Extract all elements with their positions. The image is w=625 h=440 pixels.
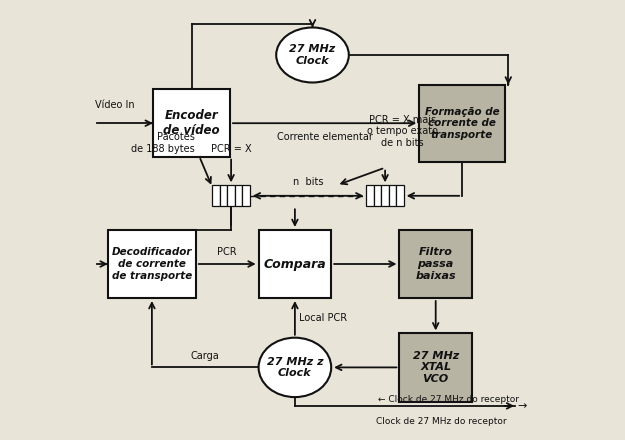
Bar (153, 89, 230, 158)
Text: Local PCR: Local PCR (299, 313, 348, 323)
Text: Corrente elementar: Corrente elementar (277, 132, 372, 142)
Text: Carga: Carga (191, 351, 219, 361)
Text: 27 MHz z
Clock: 27 MHz z Clock (267, 356, 323, 378)
Ellipse shape (276, 27, 349, 83)
Ellipse shape (259, 338, 331, 397)
Text: →: → (517, 401, 526, 411)
Bar (108, 230, 196, 298)
Bar (235, 185, 242, 206)
Bar (213, 185, 220, 206)
Text: Clock de 27 MHz do receptor: Clock de 27 MHz do receptor (376, 417, 507, 426)
Bar (220, 185, 228, 206)
Bar (242, 185, 250, 206)
Text: Compara: Compara (264, 257, 326, 271)
Bar (389, 185, 396, 206)
Text: PCR = X: PCR = X (211, 144, 251, 154)
Text: Formação de
corrente de
transporte: Formação de corrente de transporte (425, 106, 499, 140)
Text: PCR = X mais
o tempo exato
de n bits: PCR = X mais o tempo exato de n bits (368, 115, 438, 148)
Text: PCR: PCR (217, 247, 237, 257)
Text: n  bits: n bits (293, 177, 323, 187)
Text: Filtro
passa
baixas: Filtro passa baixas (416, 247, 456, 281)
Text: Pacotes
de 188 bytes: Pacotes de 188 bytes (131, 132, 195, 154)
Bar (399, 334, 472, 401)
Bar (259, 230, 331, 298)
Text: 27 MHz
XTAL
VCO: 27 MHz XTAL VCO (412, 351, 459, 384)
Text: Vídeo In: Vídeo In (95, 100, 134, 110)
Bar (419, 85, 505, 162)
Text: Encoder
de vídeo: Encoder de vídeo (163, 109, 220, 137)
Bar (399, 230, 472, 298)
Bar (228, 185, 235, 206)
Bar (374, 185, 381, 206)
Bar (381, 185, 389, 206)
Bar (366, 185, 374, 206)
Text: ← Clock de 27 MHz do receptor: ← Clock de 27 MHz do receptor (378, 395, 519, 404)
Text: 27 MHz
Clock: 27 MHz Clock (289, 44, 336, 66)
Bar (396, 185, 404, 206)
Text: Decodificador
de corrente
de transporte: Decodificador de corrente de transporte (112, 247, 192, 281)
